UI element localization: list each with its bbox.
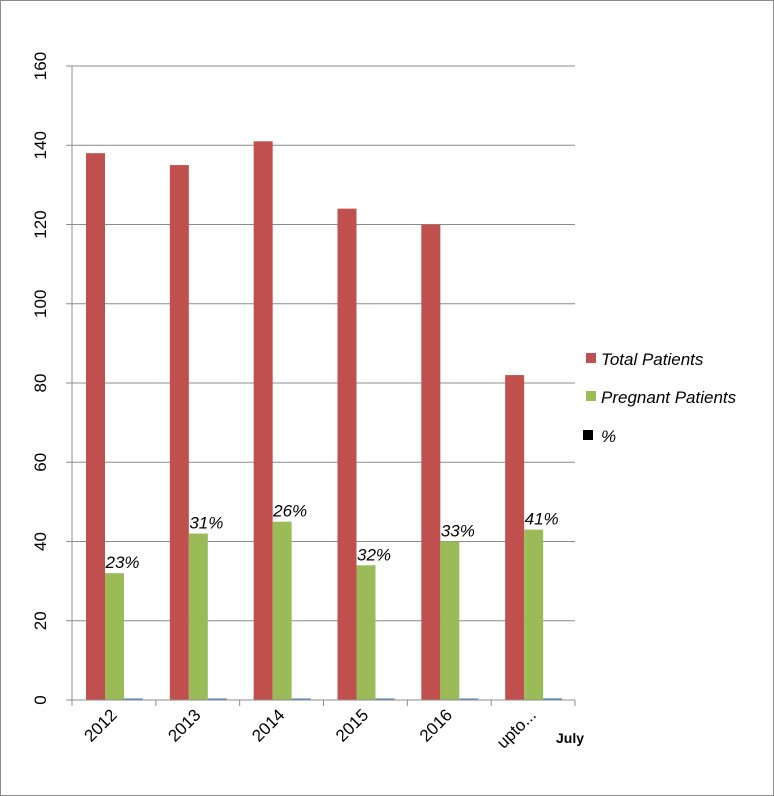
legend-label-total: Total Patients	[601, 350, 704, 369]
pregnant-patients-bar	[105, 573, 124, 700]
axis-annotation: July	[556, 730, 584, 746]
total-patients-bar	[337, 208, 357, 700]
legend-entry-total: Total Patients	[586, 350, 704, 369]
percent-bar	[291, 698, 311, 700]
percent-bar	[543, 698, 563, 700]
data-label: 23%	[104, 553, 139, 572]
legend-entry-percent: %	[583, 427, 616, 446]
x-tick-label: 2016	[416, 705, 456, 745]
data-labels: 23% 31% 26% 32% 33% 41%	[104, 502, 558, 573]
x-tick-label: 2012	[81, 705, 121, 745]
total-patients-bar	[86, 153, 105, 701]
legend: Total Patients Pregnant Patients %	[583, 350, 737, 446]
legend-swatch-percent	[583, 430, 593, 440]
x-tick-label: 2014	[248, 705, 288, 745]
pregnant-patients-bar	[440, 541, 460, 700]
legend-swatch-pregnant	[586, 391, 596, 401]
data-label: 32%	[357, 545, 391, 564]
y-tick-label: 80	[31, 374, 50, 393]
x-tick-label: upto...	[493, 705, 540, 752]
y-tick-label: 120	[31, 210, 50, 238]
gridlines	[72, 65, 575, 622]
y-tick-label: 20	[31, 611, 50, 630]
legend-label-pregnant: Pregnant Patients	[601, 388, 737, 407]
legend-swatch-total	[586, 353, 596, 363]
percent-bar	[124, 698, 143, 700]
y-tick-label: 160	[31, 52, 50, 80]
y-tick-label: 60	[31, 453, 50, 472]
legend-label-percent: %	[601, 427, 616, 446]
total-patients-bar	[505, 375, 525, 700]
bars	[86, 141, 563, 701]
total-patients-bar	[253, 141, 273, 701]
x-tick-label: 2013	[164, 705, 204, 745]
y-tick-label: 0	[31, 695, 50, 704]
percent-bar	[459, 698, 479, 700]
total-patients-bar	[169, 165, 189, 700]
data-label: 26%	[272, 502, 307, 521]
percent-bar	[207, 698, 227, 700]
x-tick-label: 2015	[332, 705, 372, 745]
pregnant-patients-bar	[188, 533, 208, 700]
data-label: 31%	[189, 514, 223, 533]
pregnant-patients-bar	[524, 529, 544, 700]
percent-bar	[375, 698, 395, 700]
data-label: 33%	[441, 522, 475, 541]
pregnant-patients-bar	[356, 565, 376, 700]
y-tick-label: 140	[31, 131, 50, 159]
legend-entry-pregnant: Pregnant Patients	[586, 388, 737, 407]
data-label: 41%	[525, 510, 559, 529]
total-patients-bar	[421, 224, 441, 700]
y-tick-label: 40	[31, 532, 50, 551]
y-tick-label: 100	[31, 290, 50, 318]
pregnant-patients-bar	[272, 521, 292, 700]
